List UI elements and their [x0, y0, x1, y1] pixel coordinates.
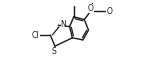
Text: O: O — [88, 4, 94, 13]
Text: S: S — [51, 47, 56, 56]
Text: Cl: Cl — [32, 31, 39, 39]
Text: O: O — [107, 7, 113, 16]
Text: N: N — [60, 20, 66, 29]
